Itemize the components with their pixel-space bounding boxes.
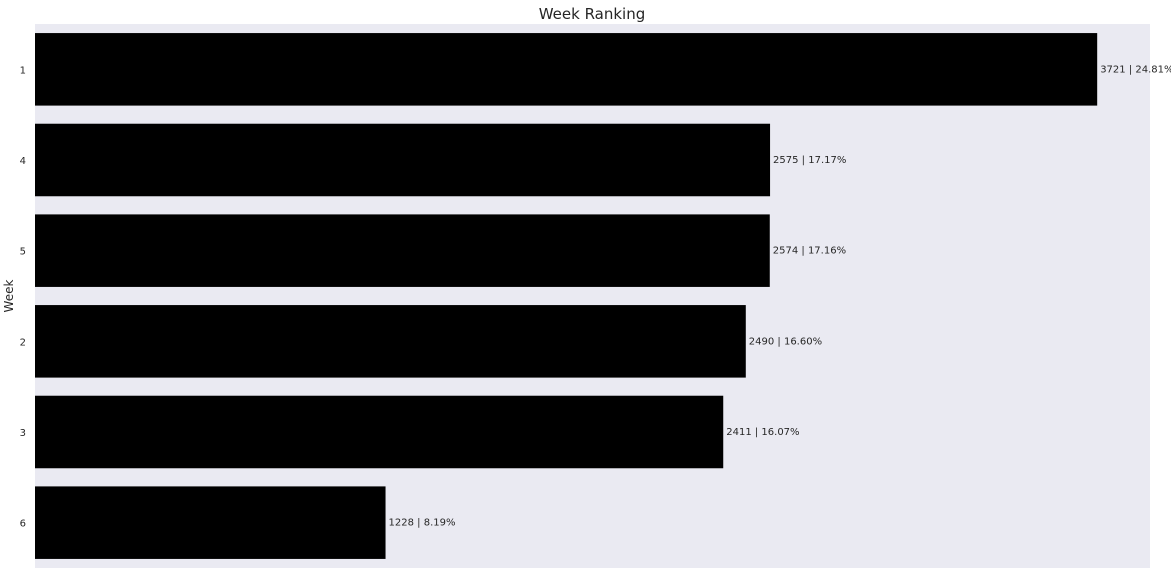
bar-week-3 [35,395,724,469]
data-label: 2575 | 17.17% [773,155,846,166]
data-label: 1228 | 8.19% [389,518,456,529]
y-tick-label: 5 [20,247,26,258]
data-label: 2411 | 16.07% [726,427,799,438]
bars-group [35,33,1098,559]
bar-week-2 [35,305,746,378]
data-labels: 3721 | 24.81% 2575 | 17.17% 2574 | 17.16% 2… [389,64,1171,528]
y-tick-label: 3 [20,428,26,439]
bar-week-5 [35,214,770,287]
data-label: 2490 | 16.60% [749,336,822,347]
y-tick-labels: 1 4 5 2 3 6 [20,65,26,529]
data-label: 2574 | 17.16% [773,246,846,257]
bar-week-6 [35,486,386,559]
bar-week-4 [35,123,771,197]
bar-week-1 [35,33,1098,106]
y-axis-label: Week [2,280,16,313]
plot-area [35,24,1150,568]
y-tick-label: 6 [20,519,26,530]
y-tick-label: 2 [20,337,26,348]
chart-title: Week Ranking [539,5,646,23]
y-tick-label: 4 [20,156,26,167]
data-label: 3721 | 24.81% [1100,64,1171,75]
y-tick-label: 1 [20,65,26,76]
